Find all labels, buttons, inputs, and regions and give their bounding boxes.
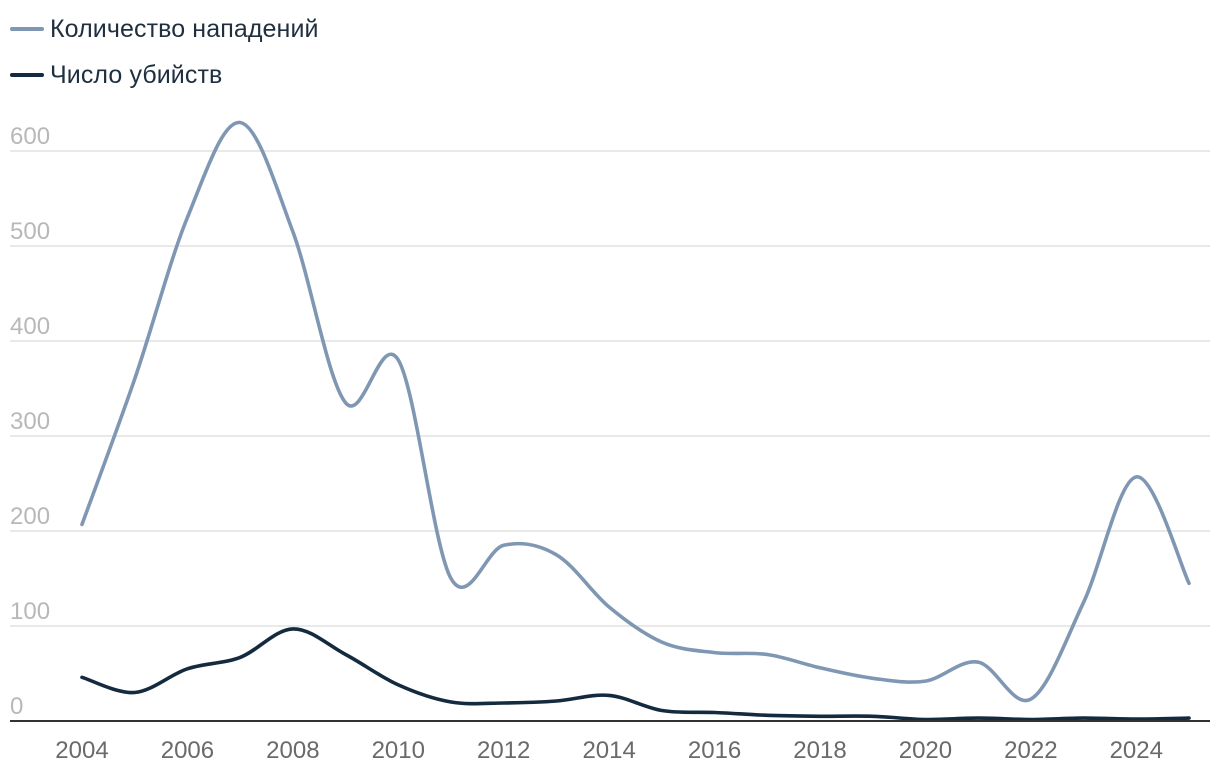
x-tick-label: 2024 — [1110, 737, 1163, 764]
y-tick-label: 500 — [10, 218, 50, 245]
y-tick-label: 0 — [10, 693, 23, 720]
y-tick-label: 400 — [10, 313, 50, 340]
series-line-killings — [80, 627, 1191, 722]
x-tick-label: 2016 — [688, 737, 741, 764]
legend-swatch-killings — [10, 73, 44, 77]
x-axis-ticks: 2004 2006 2008 2010 2012 2014 2016 2018 2020 2022… — [55, 737, 1163, 764]
legend-swatch-attacks — [10, 27, 44, 31]
legend-label-killings: Число убийств — [50, 60, 223, 89]
x-tick-label: 2004 — [55, 737, 108, 764]
x-tick-label: 2010 — [372, 737, 425, 764]
series-line-attacks — [80, 120, 1191, 703]
y-tick-label: 600 — [10, 123, 50, 150]
y-axis-ticks: 0 100 200 300 400 500 600 — [10, 123, 50, 720]
gridlines — [10, 150, 1210, 627]
x-tick-label: 2014 — [582, 737, 635, 764]
x-tick-label: 2020 — [899, 737, 952, 764]
legend: Количество нападений Число убийств — [10, 12, 319, 104]
y-tick-label: 300 — [10, 408, 50, 435]
x-tick-label: 2006 — [161, 737, 214, 764]
x-tick-label: 2022 — [1004, 737, 1057, 764]
x-tick-label: 2012 — [477, 737, 530, 764]
x-tick-label: 2008 — [266, 737, 319, 764]
y-tick-label: 200 — [10, 503, 50, 530]
x-tick-label: 2018 — [793, 737, 846, 764]
legend-item-killings: Число убийств — [10, 58, 319, 92]
legend-label-attacks: Количество нападений — [50, 14, 319, 43]
series-lines — [80, 120, 1191, 722]
y-tick-label: 100 — [10, 598, 50, 625]
legend-item-attacks: Количество нападений — [10, 12, 319, 46]
